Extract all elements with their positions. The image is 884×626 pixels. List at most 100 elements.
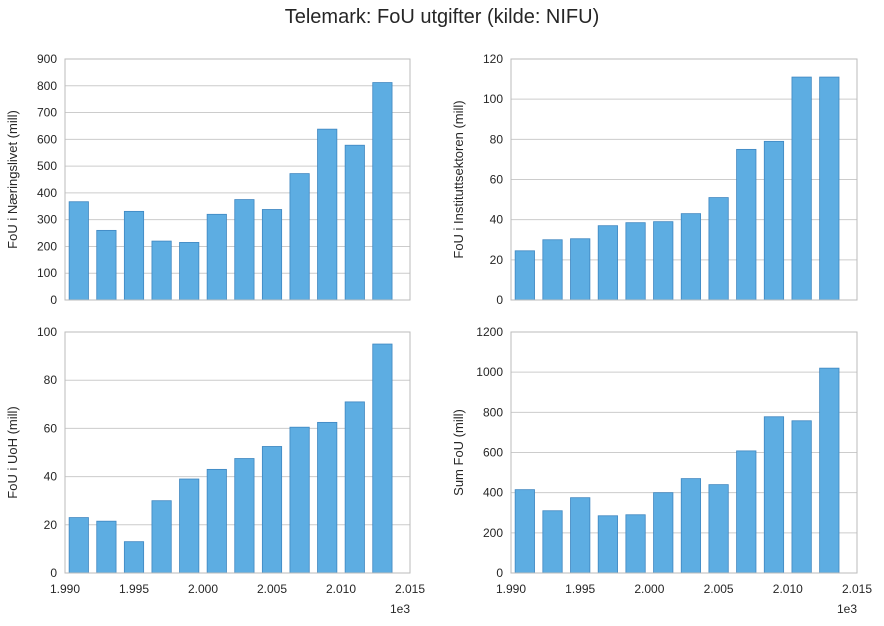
bar: [317, 128, 338, 301]
y-tick-label: 80: [44, 373, 58, 387]
x-tick-label: 1.995: [565, 582, 595, 596]
y-tick-label: 0: [50, 566, 57, 580]
y-tick-label: 40: [490, 213, 504, 227]
bar: [597, 515, 618, 574]
axes-frame: [510, 331, 858, 574]
y-tick-label: 800: [483, 405, 503, 419]
y-tick-label: 500: [37, 159, 57, 173]
bar: [179, 242, 200, 301]
bar: [372, 82, 393, 301]
panel-1: 0 100 200 300 400 500 600 700 800 900 FoU i Næring…: [5, 52, 411, 307]
bar: [625, 222, 646, 301]
x-tick-label: 1.990: [50, 582, 80, 596]
bar: [542, 239, 563, 301]
y-tick-label: 100: [37, 266, 57, 280]
x-offset-label: 1e3: [837, 602, 857, 616]
y-tick-label: 400: [483, 486, 503, 500]
x-tick-label: 2.015: [842, 582, 872, 596]
bar: [736, 450, 757, 574]
bar: [289, 173, 310, 301]
x-tick-label: 2.010: [326, 582, 356, 596]
x-tick-label: 2.015: [395, 582, 425, 596]
panel-3: 0 20 40 60 80 100 FoU i UoH (mill) 1.990 1.995 2.…: [5, 325, 425, 616]
bar: [708, 484, 729, 574]
y-tick-label: 100: [483, 92, 503, 106]
bar: [372, 343, 393, 574]
bar: [653, 492, 674, 574]
x-tick-label: 1.990: [496, 582, 526, 596]
bar: [791, 76, 812, 301]
bar: [708, 197, 729, 301]
y-axis-label: FoU i Næringslivet (mill): [5, 110, 20, 249]
x-tick-label: 2.010: [773, 582, 803, 596]
x-tick-label: 2.005: [704, 582, 734, 596]
bar: [123, 541, 145, 574]
bar: [570, 497, 591, 574]
x-tick-label: 1.995: [119, 582, 149, 596]
y-tick-label: 100: [37, 325, 57, 339]
bar: [206, 213, 227, 301]
bar: [123, 210, 145, 301]
bar: [68, 201, 89, 301]
bar: [514, 250, 535, 301]
y-tick-label: 400: [37, 186, 57, 200]
y-tick-label: 600: [37, 132, 57, 146]
bar: [819, 367, 840, 574]
y-tick-label: 20: [44, 518, 58, 532]
y-tick-label: 1200: [476, 325, 503, 339]
bar: [261, 446, 283, 574]
bar: [96, 520, 117, 574]
bar: [151, 240, 172, 301]
chart-title: Telemark: FoU utgifter (kilde: NIFU): [284, 6, 600, 28]
y-tick-label: 1000: [476, 365, 503, 379]
bar: [763, 416, 785, 574]
axes-frame: [64, 58, 411, 301]
y-tick-label: 0: [496, 293, 503, 307]
bar: [680, 213, 702, 301]
bar: [597, 225, 618, 301]
y-axis-label: Sum FoU (mill): [451, 409, 466, 496]
y-tick-label: 800: [37, 79, 57, 93]
bar: [625, 514, 646, 574]
bar: [791, 420, 812, 574]
bar: [234, 458, 255, 574]
bar: [206, 468, 227, 574]
x-tick-label: 2.000: [634, 582, 664, 596]
y-tick-label: 200: [37, 239, 57, 253]
y-tick-label: 120: [483, 52, 503, 66]
y-tick-label: 20: [490, 253, 504, 267]
bar: [96, 229, 117, 301]
bar: [736, 148, 757, 301]
y-axis-label: FoU i Instituttsektoren (mill): [451, 100, 466, 258]
x-offset-label: 1e3: [390, 602, 410, 616]
bar: [344, 401, 365, 574]
bar: [317, 421, 338, 574]
y-tick-label: 900: [37, 52, 57, 66]
bar: [261, 209, 283, 301]
axes-frame: [510, 58, 858, 301]
panel-2: 0 20 40 60 80 100 120 FoU i Instituttsektoren (…: [451, 52, 858, 307]
bar: [514, 489, 535, 574]
y-tick-label: 700: [37, 106, 57, 120]
bar: [819, 76, 840, 301]
bar: [179, 478, 200, 574]
bar: [344, 144, 365, 301]
y-tick-label: 600: [483, 446, 503, 460]
bar: [680, 478, 702, 574]
y-tick-label: 60: [490, 173, 504, 187]
y-tick-label: 200: [483, 526, 503, 540]
bar: [289, 426, 310, 574]
y-tick-label: 0: [50, 293, 57, 307]
x-tick-label: 2.000: [188, 582, 218, 596]
y-tick-label: 60: [44, 421, 58, 435]
y-tick-label: 300: [37, 213, 57, 227]
bar: [763, 140, 785, 301]
y-tick-label: 40: [44, 470, 58, 484]
bar: [234, 199, 255, 301]
y-tick-label: 0: [496, 566, 503, 580]
bar: [151, 500, 172, 574]
panel-4: 0 200 400 600 800 1000 1200 Sum FoU (mill) 1.990…: [451, 325, 872, 616]
bar: [653, 221, 674, 301]
axes-frame: [64, 331, 411, 574]
